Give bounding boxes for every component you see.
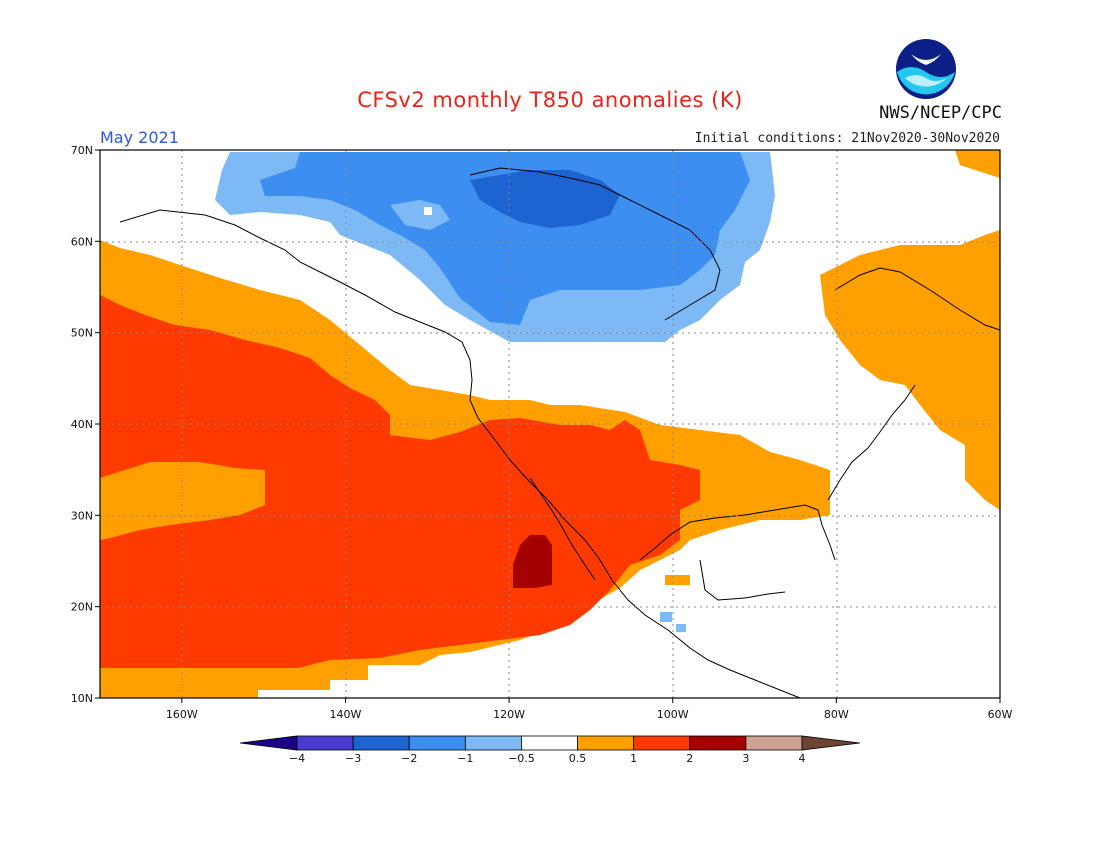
colorbar-level-label: 2 — [686, 752, 693, 765]
colorbar-min-arrow — [239, 735, 298, 751]
anomaly-negative-regions — [215, 152, 775, 632]
initial-conditions: Initial conditions: 21Nov2020-30Nov2020 — [694, 131, 1000, 146]
lon-tick-label: 160W — [166, 708, 198, 721]
agency-label: NWS/NCEP/CPC — [879, 103, 1002, 123]
latitude-axis: 10N 20N 30N 40N 50N 60N 70N — [71, 144, 100, 705]
colorbar-max-arrow — [801, 735, 861, 751]
colorbar-swatch — [352, 735, 410, 751]
anomaly-pacific-orange-patch — [100, 462, 265, 540]
forecast-month: May 2021 — [100, 128, 179, 147]
colorbar-swatch — [408, 735, 466, 751]
lat-tick-label: 40N — [71, 418, 93, 431]
colorbar-swatch — [296, 735, 354, 751]
lon-tick-label: 120W — [493, 708, 525, 721]
lon-tick-label: 140W — [330, 708, 362, 721]
lat-tick-label: 30N — [71, 509, 93, 522]
colorbar-level-label: −2 — [401, 752, 417, 765]
lat-tick-label: 10N — [71, 692, 93, 705]
anomaly-2-to-3-region — [513, 535, 552, 588]
coastlines — [119, 167, 1000, 698]
noaa-logo — [896, 39, 956, 99]
colorbar-level-label: −1 — [457, 752, 473, 765]
lat-tick-label: 50N — [71, 327, 93, 340]
colorbar-swatch — [521, 735, 578, 751]
lat-tick-label: 60N — [71, 235, 93, 248]
lon-tick-label: 100W — [657, 708, 689, 721]
colorbar-swatch — [577, 735, 635, 751]
colorbar-level-label: 3 — [742, 752, 749, 765]
colorbar-swatch — [633, 735, 691, 751]
graticule — [100, 150, 1000, 698]
colorbar-level-label: −3 — [345, 752, 361, 765]
colorbar-swatch — [689, 735, 747, 751]
colorbar-level-label: −0.5 — [508, 752, 535, 765]
longitude-axis: 160W 140W 120W 100W 80W 60W — [166, 698, 1013, 721]
colorbar: −4 −3 −2 −1 −0.5 0.5 1 2 3 4 — [239, 735, 861, 765]
lat-tick-label: 70N — [71, 144, 93, 157]
colorbar-swatch — [745, 735, 803, 751]
colorbar-level-label: −4 — [289, 752, 305, 765]
colorbar-level-label: 4 — [799, 752, 806, 765]
lon-tick-label: 60W — [988, 708, 1013, 721]
lat-tick-label: 20N — [71, 601, 93, 614]
colorbar-level-label: 0.5 — [569, 752, 587, 765]
lon-tick-label: 80W — [824, 708, 849, 721]
map-title: CFSv2 monthly T850 anomalies (K) — [357, 88, 743, 112]
colorbar-level-label: 1 — [630, 752, 637, 765]
colorbar-swatch — [464, 735, 522, 751]
